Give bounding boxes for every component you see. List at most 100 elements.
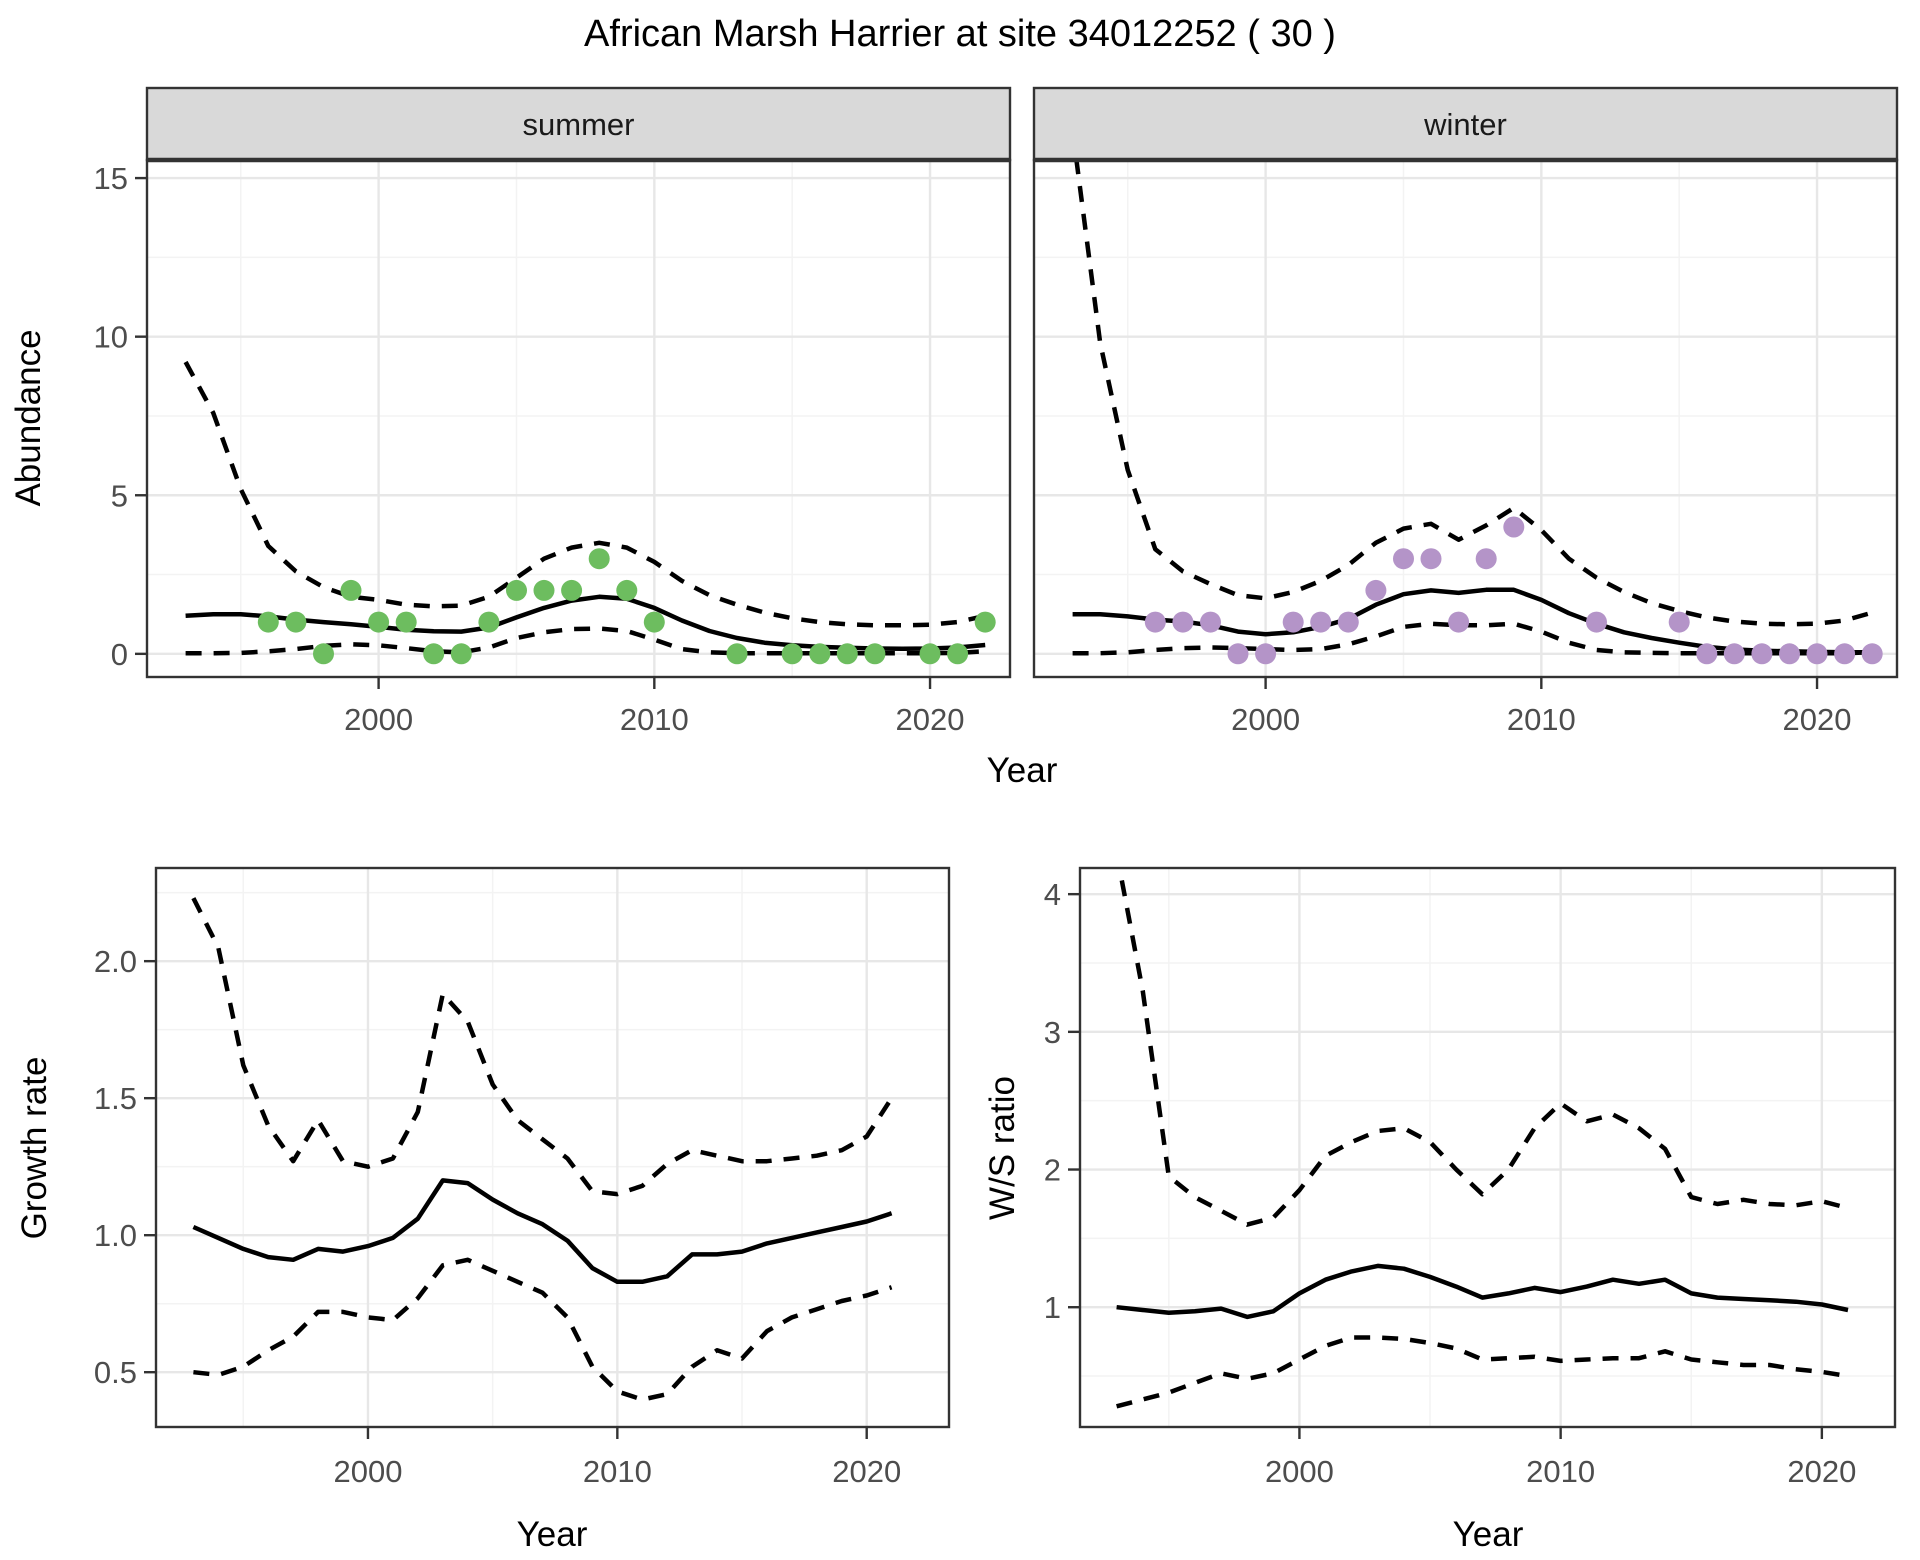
data-point [1723, 643, 1745, 665]
data-point [533, 579, 555, 601]
data-point [1337, 611, 1359, 633]
x-tick-label: 2020 [896, 702, 965, 737]
data-point [616, 579, 638, 601]
x-tick-label: 2010 [1526, 1454, 1595, 1489]
data-point [478, 611, 500, 633]
chart-title: African Marsh Harrier at site 34012252 (… [584, 13, 1336, 55]
y-tick-label: 1 [1044, 1290, 1061, 1325]
x-tick-label: 2000 [1231, 702, 1300, 737]
data-point [506, 579, 527, 601]
x-tick-label: 2020 [1783, 702, 1852, 737]
series-upper-ci [183, 360, 986, 628]
data-point [919, 643, 941, 665]
observed-counts-summer [257, 548, 996, 665]
y-tick-label: 1.5 [94, 1081, 137, 1116]
data-point [726, 643, 748, 665]
ws-ratio-y-axis-title: W/S ratio [983, 1076, 1022, 1220]
data-point [1751, 643, 1773, 665]
ws-ratio-x-axis-title: Year [1453, 1515, 1524, 1554]
data-point [864, 643, 886, 665]
data-point [974, 611, 996, 633]
data-point [588, 548, 610, 570]
data-layer [183, 360, 996, 665]
series-upper-ci [1117, 868, 1849, 1227]
x-tick-label: 2010 [620, 702, 689, 737]
panel-abundance-winter: winter 2000 2010 2020 [1032, 86, 1899, 737]
series-upper-ci [1074, 160, 1873, 627]
data-point [1779, 643, 1800, 665]
data-point [1834, 643, 1856, 665]
data-point [1310, 611, 1332, 633]
data-point [257, 611, 279, 633]
y-tick-label: 15 [94, 161, 128, 196]
y-tick-label: 4 [1044, 877, 1061, 912]
y-tick-label: 10 [94, 320, 128, 355]
data-point [1586, 611, 1607, 633]
y-tick-label: 0.5 [94, 1355, 137, 1390]
x-tick-label: 2000 [344, 702, 413, 737]
data-point [423, 643, 445, 665]
abundance-y-axis-title: Abundance [9, 329, 48, 506]
data-point [285, 611, 307, 633]
growth-rate-y-axis-title: Growth rate [15, 1057, 54, 1240]
x-tick-label: 2020 [1787, 1454, 1856, 1489]
growth-rate-x-axis-title: Year [517, 1515, 588, 1554]
x-tick-label: 2000 [333, 1454, 402, 1489]
y-tick-label: 3 [1044, 1015, 1061, 1050]
data-point [1448, 611, 1470, 633]
facet-label-summer: summer [523, 107, 635, 142]
data-layer [1116, 868, 1849, 1409]
data-point [1393, 548, 1414, 570]
x-tick-label: 2010 [583, 1454, 652, 1489]
data-point [1255, 643, 1277, 665]
data-point [1668, 611, 1690, 633]
data-point [836, 643, 858, 665]
data-point [1172, 611, 1194, 633]
panel-abundance-summer: summer 2000 2010 2020 0 5 10 15 [94, 86, 1012, 737]
data-layer [1072, 160, 1883, 665]
plot-area [1080, 868, 1895, 1427]
y-tick-label: 2 [1044, 1153, 1061, 1188]
panel-growth-rate: 2000 2010 2020 0.5 1.0 1.5 2.0 [94, 866, 951, 1489]
x-tick-label: 2000 [1265, 1454, 1334, 1489]
data-point [1365, 579, 1387, 601]
data-point [450, 643, 472, 665]
data-point [395, 611, 417, 633]
data-layer [191, 897, 894, 1402]
series-fitted [192, 1178, 893, 1285]
data-point [1227, 643, 1249, 665]
y-tick-label: 0 [111, 637, 128, 672]
y-tick-label: 2.0 [94, 944, 137, 979]
data-point [313, 643, 334, 665]
data-point [1475, 548, 1497, 570]
facet-label-winter: winter [1423, 107, 1507, 142]
series-fitted [1116, 1263, 1849, 1320]
top-x-axis-title: Year [987, 751, 1058, 790]
data-point [368, 611, 390, 633]
series-lower-ci [193, 1257, 893, 1402]
data-point [809, 643, 831, 665]
data-point [1861, 643, 1883, 665]
data-point [1420, 548, 1442, 570]
series-lower-ci [1116, 1335, 1849, 1409]
panel-ws-ratio: 2000 2010 2020 1 2 3 4 [1044, 866, 1897, 1489]
x-tick-label: 2010 [1507, 702, 1576, 737]
data-point [1144, 611, 1166, 633]
panel-border [1078, 866, 1897, 1429]
data-point [340, 579, 362, 601]
y-tick-label: 1.0 [94, 1218, 137, 1253]
data-point [947, 643, 969, 665]
x-tick-label: 2020 [832, 1454, 901, 1489]
data-point [1503, 516, 1525, 538]
data-point [1200, 611, 1221, 633]
observed-counts-winter [1144, 516, 1883, 665]
plot-area [1034, 160, 1897, 677]
series-upper-ci [191, 897, 894, 1197]
data-point [1806, 643, 1828, 665]
facet-strip [1032, 86, 1899, 162]
data-point [781, 643, 803, 665]
data-point [1696, 643, 1718, 665]
data-point [561, 579, 583, 601]
